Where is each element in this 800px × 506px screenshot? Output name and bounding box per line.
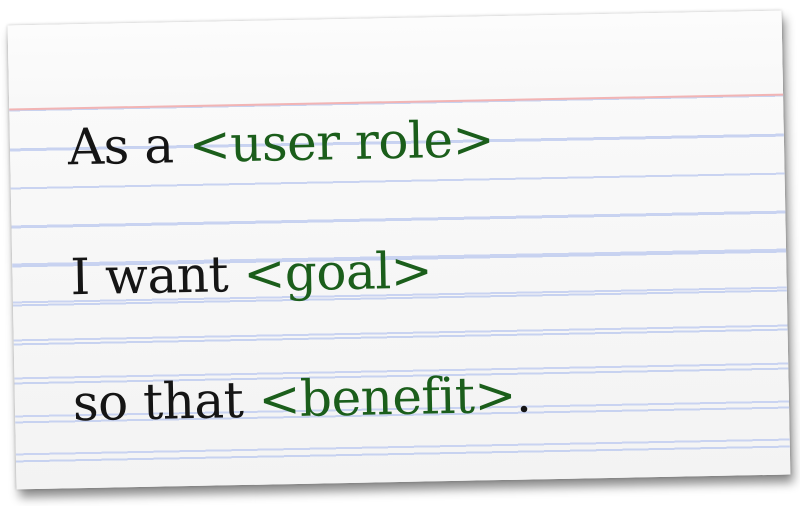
- line-prefix: As a: [67, 116, 190, 177]
- placeholder-user-role: <user role>: [188, 110, 495, 175]
- user-story-line-benefit: so that <benefit>.: [72, 365, 531, 432]
- line-prefix: I want: [69, 244, 244, 307]
- user-story-line-goal: I want <goal>: [70, 241, 433, 306]
- placeholder-benefit: <benefit>: [258, 365, 517, 429]
- line-prefix: so that: [72, 370, 260, 433]
- placeholder-goal: <goal>: [242, 241, 433, 303]
- line-suffix: .: [515, 365, 532, 424]
- user-story-line-role: As a <user role>: [67, 110, 494, 176]
- card-header-area: [7, 10, 784, 110]
- index-card: As a <user role> I want <goal> so that <…: [7, 10, 791, 490]
